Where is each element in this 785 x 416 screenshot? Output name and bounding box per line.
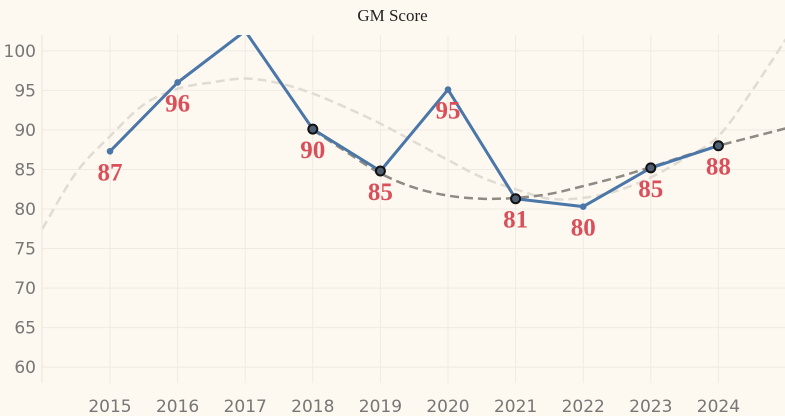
data-point xyxy=(579,203,587,210)
highlighted-point xyxy=(307,123,319,135)
data-label: 85 xyxy=(368,179,393,206)
data-label: 90 xyxy=(300,137,325,164)
trend-line-dark xyxy=(312,127,785,201)
x-tick-label: 2022 xyxy=(562,397,605,416)
trend-layer xyxy=(42,38,785,230)
label-layer: 87 96 90 85 95 81 80 85 88 xyxy=(98,90,731,241)
data-point xyxy=(444,86,452,93)
y-tick-label: 75 xyxy=(14,240,36,260)
x-tick-label: 2019 xyxy=(359,397,402,416)
highlighted-point xyxy=(712,140,724,152)
x-tick-label: 2021 xyxy=(494,397,537,416)
y-tick-label: 70 xyxy=(14,279,36,299)
y-tick-label: 65 xyxy=(14,319,36,339)
data-label: 88 xyxy=(706,154,731,181)
x-tick-label: 2018 xyxy=(291,397,334,416)
data-label: 87 xyxy=(98,159,123,186)
y-tick-label: 60 xyxy=(14,358,36,378)
highlighted-point xyxy=(374,165,386,177)
data-label: 96 xyxy=(165,90,190,117)
data-point xyxy=(174,79,181,86)
grid-layer xyxy=(42,35,785,383)
x-tick-label: 2016 xyxy=(156,397,199,416)
data-point xyxy=(242,28,248,34)
axis-layer: 60 65 70 75 80 85 90 95 100 2015 2016 2017 2018 2019 2… xyxy=(4,35,740,416)
data-point xyxy=(106,147,114,155)
x-tick-label: 2020 xyxy=(426,397,469,416)
x-tick-label: 2017 xyxy=(224,397,267,416)
highlighted-point xyxy=(510,193,522,205)
chart-title: GM Score xyxy=(357,6,428,25)
x-tick-label: 2015 xyxy=(88,397,131,416)
highlighted-point xyxy=(645,162,657,174)
data-label: 80 xyxy=(571,215,596,242)
y-tick-label: 80 xyxy=(14,200,36,220)
data-label: 85 xyxy=(638,176,663,203)
y-tick-label: 90 xyxy=(14,121,36,141)
data-label: 95 xyxy=(436,98,461,125)
series-line xyxy=(108,35,719,209)
x-tick-label: 2024 xyxy=(697,397,740,416)
y-tick-label: 85 xyxy=(14,160,36,180)
x-tick-label: 2023 xyxy=(629,397,672,416)
trend-line-light xyxy=(42,38,785,230)
y-tick-label: 100 xyxy=(4,42,36,62)
series-layer xyxy=(106,28,724,210)
y-tick-label: 95 xyxy=(14,81,36,101)
data-label: 81 xyxy=(503,207,528,234)
